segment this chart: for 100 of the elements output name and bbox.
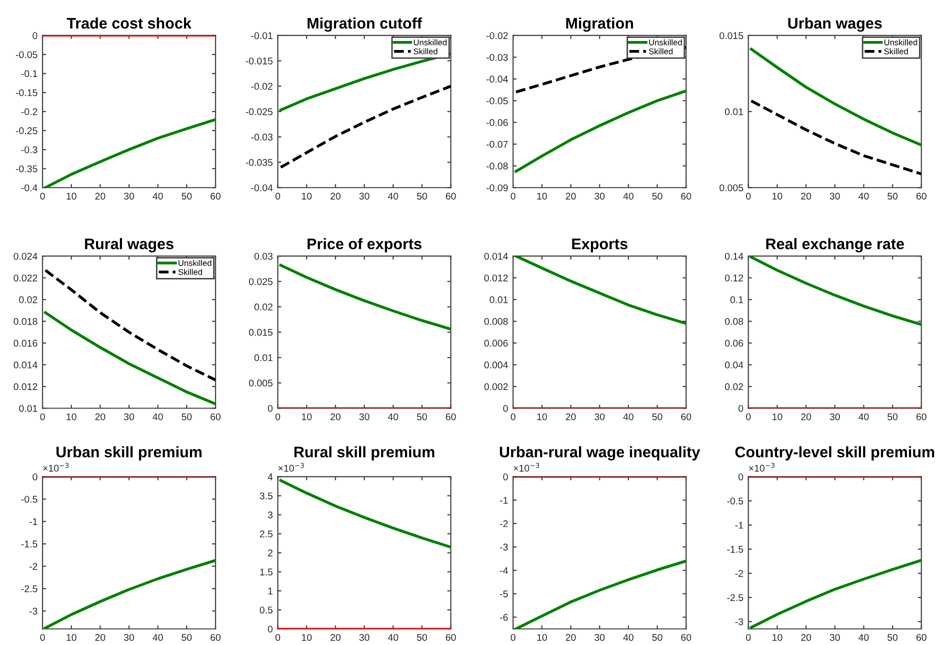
y-tick-label: -2: [29, 562, 38, 570]
y-tick-label: 0.01: [19, 404, 38, 412]
x-tick-label: 30: [830, 634, 840, 641]
x-tick-label: 40: [152, 192, 163, 200]
y-tick-label: 0: [503, 473, 508, 480]
legend-label: Skilled: [414, 48, 438, 54]
x-tick-label: 10: [66, 634, 76, 641]
y-tick-label: -0.03: [486, 54, 508, 61]
y-tick-label: -0.15: [16, 89, 38, 96]
x-tick-label: 40: [858, 634, 869, 641]
x-tick-label: 0: [746, 413, 751, 420]
x-tick-label: 20: [801, 634, 812, 641]
y-tick-label: 0: [268, 404, 273, 412]
y-tick-label: -0.1: [21, 70, 38, 78]
y-tick-label: 0: [32, 473, 38, 480]
y-tick-label: -0.05: [16, 51, 38, 58]
y-tick-label: -0.25: [16, 127, 38, 134]
y-tick-label: -1: [500, 496, 508, 504]
x-tick-label: 0: [40, 634, 45, 641]
y-tick-label: -0.03: [251, 134, 273, 141]
y-tick-label: -2.5: [21, 585, 38, 592]
x-tick-label: 40: [623, 413, 634, 420]
y-tick-label: -0.09: [486, 184, 508, 192]
chart-title: Rural skill premium: [294, 446, 434, 460]
chart-title: Country-level skill premium: [735, 446, 934, 460]
x-tick-label: 60: [210, 192, 221, 200]
x-tick-label: 20: [566, 634, 576, 641]
y-tick-label: 0.014: [14, 362, 38, 368]
x-tick-label: 0: [746, 634, 751, 641]
chart-title: Urban skill premium: [56, 446, 202, 460]
line-series: [279, 264, 451, 331]
x-tick-label: 60: [446, 192, 456, 200]
x-tick-label: 60: [210, 413, 221, 420]
x-tick-label: 0: [510, 413, 516, 420]
x-tick-label: 10: [302, 634, 312, 641]
y-tick-label: 0.12: [724, 274, 744, 282]
x-tick-label: 40: [152, 413, 163, 420]
legend-label: Unskilled: [884, 39, 918, 46]
y-tick-label: 2.5: [260, 530, 273, 538]
legend-label: Unskilled: [178, 260, 212, 266]
x-tick-label: 30: [359, 634, 370, 641]
chart-title: Migration: [566, 17, 634, 32]
y-tick-label: -0.4: [21, 184, 38, 192]
x-tick-label: 50: [888, 192, 898, 200]
x-tick-label: 20: [95, 634, 106, 641]
y-tick-label: 4: [268, 474, 273, 480]
legend-label: Skilled: [884, 48, 908, 54]
chart-title: Trade cost shock: [66, 17, 192, 29]
x-tick-label: 10: [772, 413, 782, 420]
y-tick-label: -5: [500, 590, 508, 598]
line-series: [279, 84, 451, 169]
y-tick-label: 0.02: [724, 383, 744, 390]
y-tick-label: -0.01: [251, 32, 272, 40]
x-tick-label: 20: [95, 413, 106, 420]
line-series: [44, 311, 216, 406]
x-tick-label: 10: [537, 192, 547, 200]
y-tick-label: -1: [735, 522, 744, 529]
x-tick-label: 50: [652, 634, 662, 641]
y-tick-label: 0.015: [720, 32, 744, 40]
y-tick-label: 0.016: [14, 340, 38, 347]
y-tick-label: -0.04: [251, 184, 273, 192]
x-tick-label: 60: [681, 413, 692, 420]
y-tick-label: 0.012: [484, 274, 508, 282]
y-tick-label: 0.03: [254, 252, 273, 260]
y-tick-label: 0.025: [249, 278, 273, 286]
x-tick-label: 10: [537, 634, 547, 641]
chart-title: Urban wages: [788, 17, 882, 32]
x-tick-label: 50: [888, 413, 898, 420]
text: ×10$^{−3}$: [514, 462, 540, 472]
x-tick-label: 20: [330, 192, 340, 200]
y-tick-label: 0.5: [260, 606, 273, 614]
x-tick-label: 10: [302, 192, 312, 200]
x-tick-label: 30: [359, 192, 370, 200]
chart-title: Rural wages: [85, 238, 174, 252]
x-tick-label: 0: [746, 192, 751, 200]
y-tick-label: 0.012: [14, 383, 38, 390]
y-tick-label: 0: [738, 473, 744, 480]
y-tick-label: 0.14: [724, 252, 744, 260]
y-tick-label: -0.2: [21, 108, 38, 116]
y-tick-label: 0.02: [254, 304, 272, 310]
x-tick-label: 50: [888, 634, 898, 641]
legend-label: Unskilled: [414, 39, 447, 46]
x-tick-label: 30: [594, 634, 605, 641]
x-tick-label: 60: [916, 634, 926, 641]
x-tick-label: 40: [623, 192, 634, 200]
y-tick-label: -0.06: [486, 119, 508, 126]
text: ×10$^{−3}$: [278, 462, 304, 472]
y-tick-label: 0.024: [14, 252, 38, 260]
x-tick-label: 0: [40, 192, 45, 200]
x-tick-label: 10: [302, 413, 312, 420]
y-tick-label: 0.015: [249, 328, 273, 336]
x-tick-label: 60: [681, 634, 692, 641]
x-tick-label: 60: [916, 192, 926, 200]
x-tick-label: 40: [388, 634, 398, 641]
x-tick-label: 40: [858, 413, 869, 420]
y-tick-label: 0: [503, 404, 508, 412]
line-series: [44, 268, 216, 382]
line-series: [279, 479, 451, 548]
y-tick-label: 0: [268, 626, 273, 632]
x-tick-label: 50: [416, 192, 428, 200]
